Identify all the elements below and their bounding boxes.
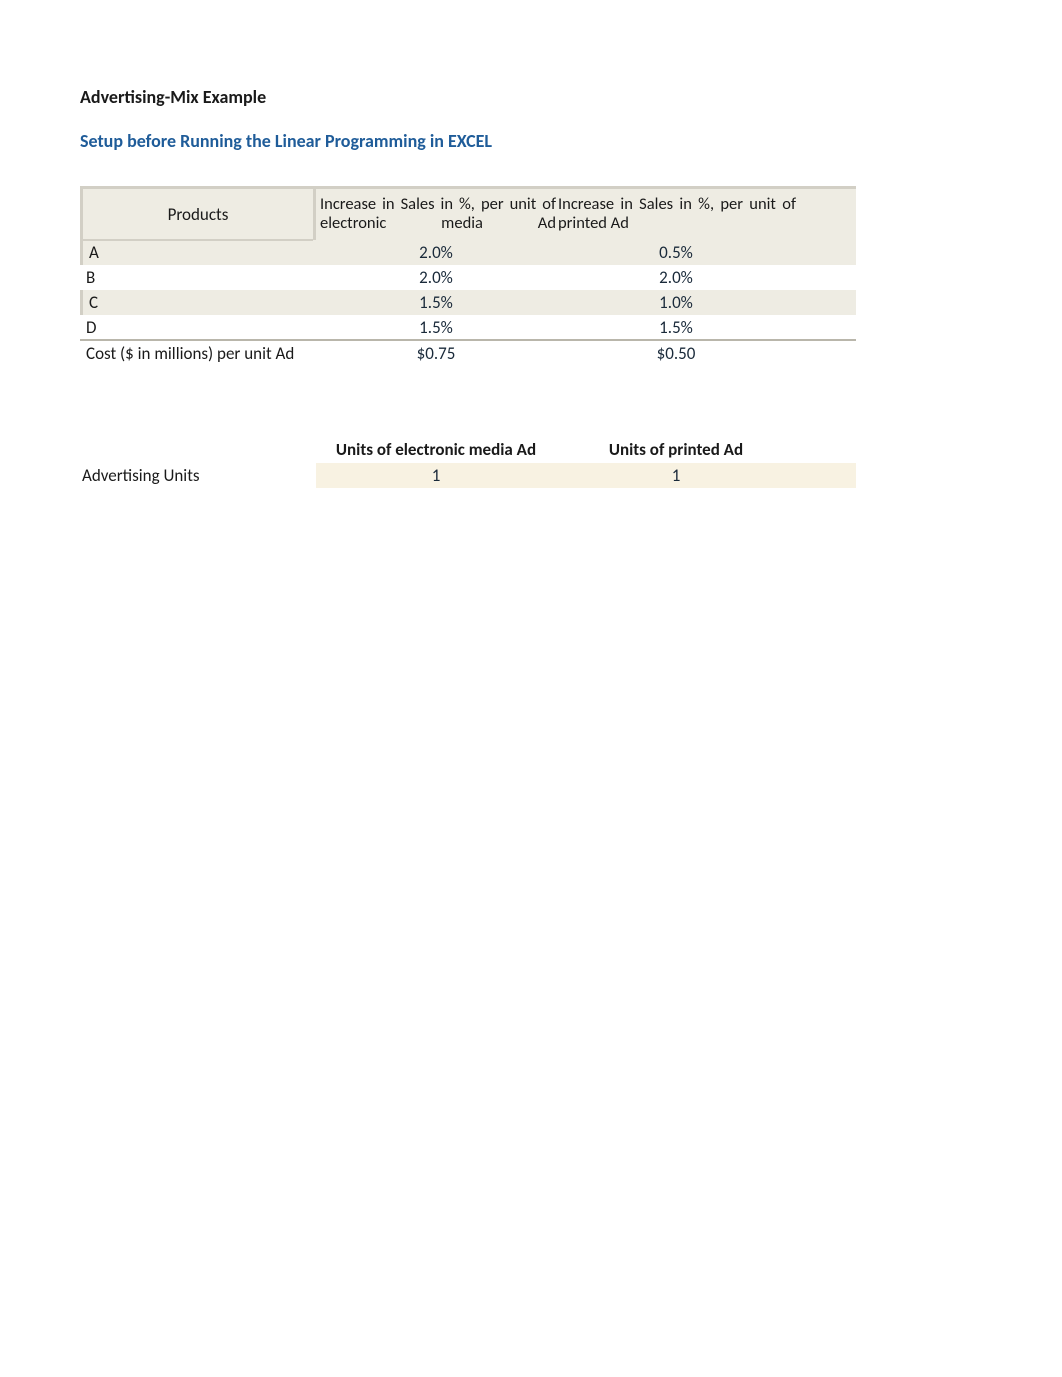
products-table: Products Increase in Sales in %, per uni… [80, 186, 856, 365]
electronic-value: 1.5% [316, 315, 556, 340]
cost-row: Cost ($ in millions) per unit Ad $0.75 $… [80, 340, 856, 365]
units-label: Advertising Units [80, 463, 316, 488]
row-spacer [796, 463, 856, 488]
printed-value: 0.5% [556, 240, 796, 265]
product-label: C [80, 290, 316, 315]
product-label: B [80, 265, 316, 290]
col-header-products: Products [80, 186, 316, 240]
col-header-spacer [796, 186, 856, 240]
col-header-electronic: Increase in Sales in %, per unit of elec… [316, 186, 556, 240]
row-spacer [796, 240, 856, 265]
table-row: A 2.0% 0.5% [80, 240, 856, 265]
product-label: A [80, 240, 316, 265]
row-spacer [796, 265, 856, 290]
table-row: B 2.0% 2.0% [80, 265, 856, 290]
units-electronic: 1 [316, 463, 556, 488]
electronic-value: 2.0% [316, 265, 556, 290]
col-header-printed: Increase in Sales in %, per unit of prin… [556, 186, 796, 240]
table-row: C 1.5% 1.0% [80, 290, 856, 315]
product-label: D [80, 315, 316, 340]
row-spacer [796, 290, 856, 315]
col-header-blank [80, 437, 316, 463]
printed-value: 1.5% [556, 315, 796, 340]
advertising-units-table: Units of electronic media Ad Units of pr… [80, 437, 856, 488]
row-spacer [796, 315, 856, 340]
table-row: D 1.5% 1.5% [80, 315, 856, 340]
printed-value: 1.0% [556, 290, 796, 315]
table-row: Advertising Units 1 1 [80, 463, 856, 488]
cost-electronic: $0.75 [316, 340, 556, 365]
printed-value: 2.0% [556, 265, 796, 290]
col-header-units-printed: Units of printed Ad [556, 437, 796, 463]
electronic-value: 1.5% [316, 290, 556, 315]
col-header-spacer [796, 437, 856, 463]
electronic-value: 2.0% [316, 240, 556, 265]
row-spacer [796, 340, 856, 365]
cost-label: Cost ($ in millions) per unit Ad [80, 340, 316, 365]
cost-printed: $0.50 [556, 340, 796, 365]
units-printed: 1 [556, 463, 796, 488]
section-subtitle: Setup before Running the Linear Programm… [80, 130, 982, 152]
col-header-units-electronic: Units of electronic media Ad [316, 437, 556, 463]
page-title: Advertising-Mix Example [80, 86, 982, 108]
